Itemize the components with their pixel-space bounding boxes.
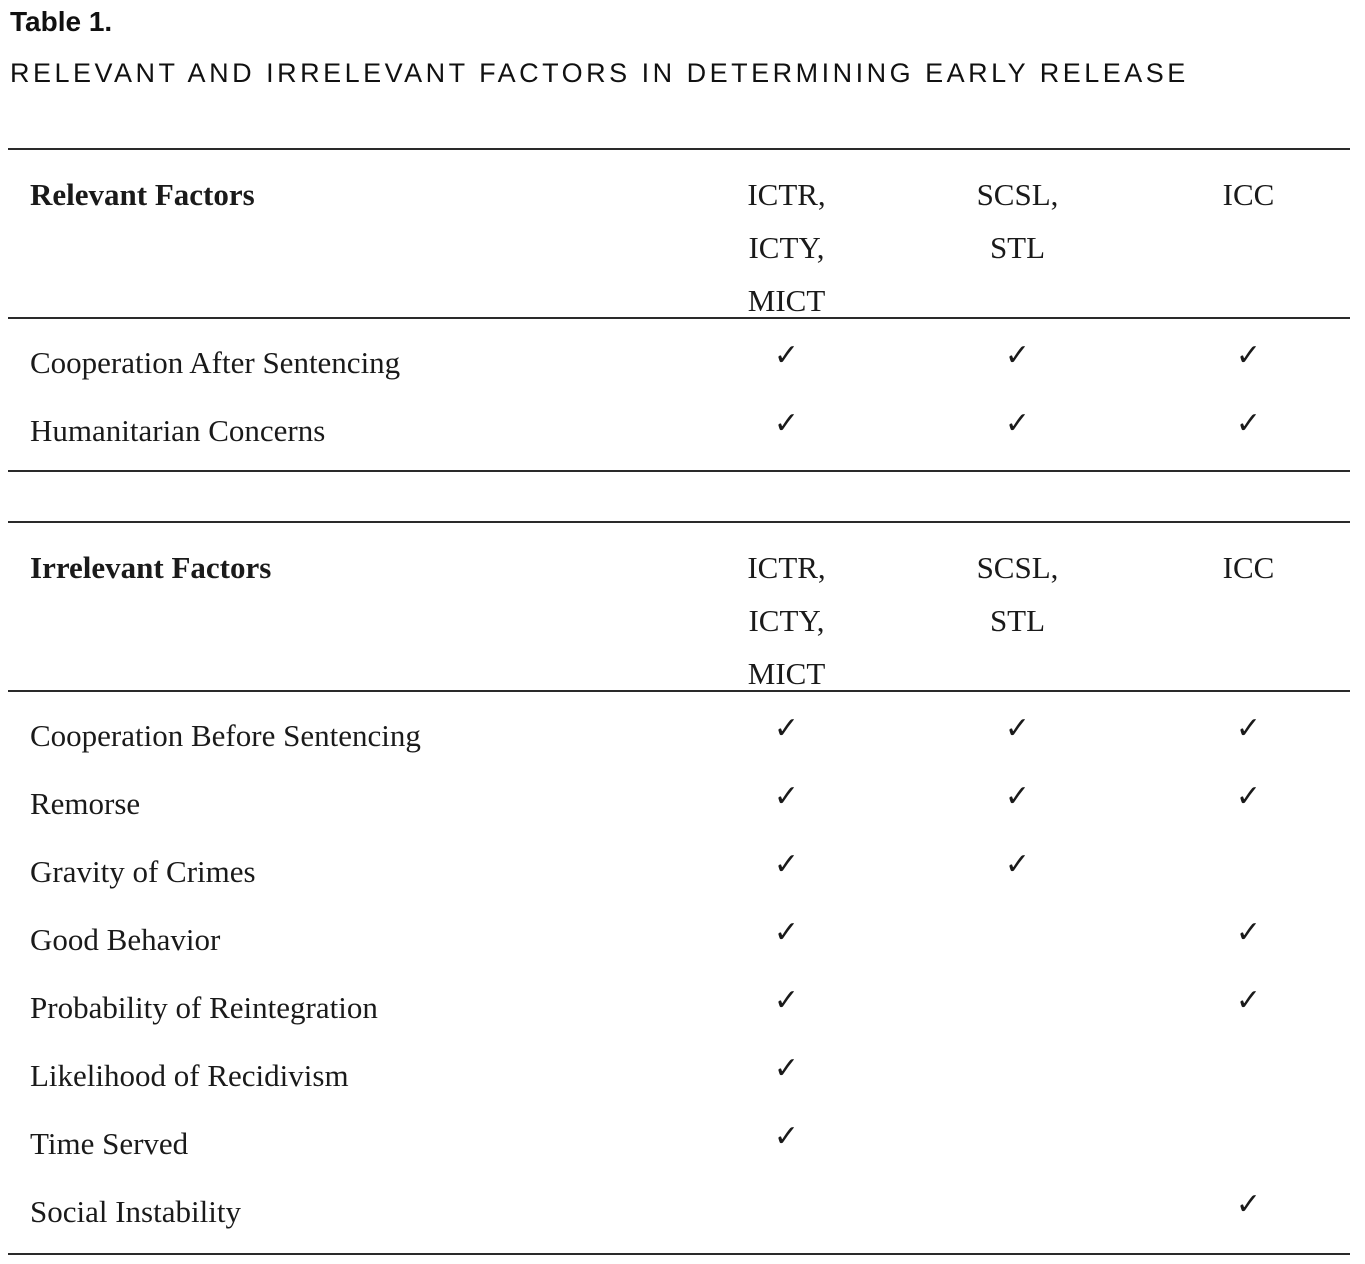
check-icon: ✓ <box>1004 338 1031 373</box>
check-icon: ✓ <box>773 983 800 1018</box>
header-mict: MICT <box>747 283 826 318</box>
check-icon: ✓ <box>773 711 800 746</box>
table-header: Irrelevant Factors ICTR, ICTY, MICT SCSL… <box>8 523 1350 691</box>
factor-label: Cooperation After Sentencing <box>30 345 401 380</box>
header-factors: Irrelevant Factors <box>30 550 272 585</box>
check-icon: ✓ <box>1004 847 1031 882</box>
table-rule-bottom <box>8 1253 1350 1255</box>
empty-cell <box>949 909 1086 915</box>
check-icon: ✓ <box>773 406 800 441</box>
table-rule-header <box>8 317 1350 319</box>
check-icon: ✓ <box>773 338 800 373</box>
check-icon: ✓ <box>1235 779 1262 814</box>
empty-cell <box>718 1181 855 1187</box>
header-stl: STL <box>989 603 1046 638</box>
check-icon: ✓ <box>1235 406 1262 441</box>
table-body: Cooperation Before Sentencing ✓ ✓ ✓ Remorse ✓… <box>8 692 1350 1253</box>
check-icon: ✓ <box>1235 915 1262 950</box>
header-ictr: ICTR, <box>747 177 826 212</box>
table-row: Probability of Reintegration ✓ ✓ <box>8 977 1350 1045</box>
header-ictr: ICTR, <box>747 550 826 585</box>
header-factors: Relevant Factors <box>30 177 255 212</box>
table-row: Social Instability ✓ <box>8 1181 1350 1249</box>
header-mict: MICT <box>747 656 826 691</box>
table-rule-bottom <box>8 470 1350 472</box>
table-label: Table 1. <box>10 6 113 37</box>
check-icon: ✓ <box>1235 983 1262 1018</box>
header-scsl-stl: SCSL, STL <box>949 150 1086 317</box>
factor-label: Humanitarian Concerns <box>30 413 326 448</box>
factor-label: Good Behavior <box>30 922 221 957</box>
table-row: Cooperation After Sentencing ✓ ✓ ✓ <box>8 332 1350 400</box>
empty-cell <box>1180 1113 1317 1119</box>
empty-cell <box>949 1181 1086 1187</box>
header-icty: ICTY, <box>748 230 825 265</box>
factor-label: Gravity of Crimes <box>30 854 256 889</box>
header-icc: ICC <box>1180 523 1317 690</box>
header-ictr-icty-mict: ICTR, ICTY, MICT <box>718 523 855 691</box>
empty-cell <box>1180 1045 1317 1051</box>
check-icon: ✓ <box>773 915 800 950</box>
check-icon: ✓ <box>1235 1187 1262 1222</box>
table-row: Gravity of Crimes ✓ ✓ <box>8 841 1350 909</box>
factor-label: Remorse <box>30 786 141 821</box>
header-ictr-icty-mict: ICTR, ICTY, MICT <box>718 150 855 318</box>
table-header: Relevant Factors ICTR, ICTY, MICT SCSL, … <box>8 150 1350 318</box>
header-icc-label: ICC <box>1222 177 1275 212</box>
check-icon: ✓ <box>773 779 800 814</box>
header-icty: ICTY, <box>748 603 825 638</box>
check-icon: ✓ <box>773 1051 800 1086</box>
check-icon: ✓ <box>1004 711 1031 746</box>
header-icc-label: ICC <box>1222 550 1275 585</box>
irrelevant-factors-table: Irrelevant Factors ICTR, ICTY, MICT SCSL… <box>8 521 1350 1255</box>
empty-cell <box>949 977 1086 983</box>
factor-label: Likelihood of Recidivism <box>30 1058 349 1093</box>
factor-label: Probability of Reintegration <box>30 990 378 1025</box>
check-icon: ✓ <box>773 1119 800 1154</box>
factor-label: Cooperation Before Sentencing <box>30 718 421 753</box>
header-scsl: SCSL, <box>976 550 1059 585</box>
header-scsl-stl: SCSL, STL <box>949 523 1086 690</box>
header-scsl: SCSL, <box>976 177 1059 212</box>
table-row: Remorse ✓ ✓ ✓ <box>8 773 1350 841</box>
table-row: Humanitarian Concerns ✓ ✓ ✓ <box>8 400 1350 468</box>
table-row: Cooperation Before Sentencing ✓ ✓ ✓ <box>8 705 1350 773</box>
table-row: Time Served ✓ <box>8 1113 1350 1181</box>
table-rule-header <box>8 690 1350 692</box>
table-body: Cooperation After Sentencing ✓ ✓ ✓ Humanitar… <box>8 319 1350 470</box>
table-rule-top <box>8 521 1350 523</box>
table-rule-top <box>8 148 1350 150</box>
header-icc: ICC <box>1180 150 1317 317</box>
empty-cell <box>949 1113 1086 1119</box>
check-icon: ✓ <box>1004 779 1031 814</box>
factor-label: Time Served <box>30 1126 189 1161</box>
empty-cell <box>949 1045 1086 1051</box>
table-title: RELEVANT AND IRRELEVANT FACTORS IN DETER… <box>10 58 1189 88</box>
factor-label: Social Instability <box>30 1194 241 1229</box>
table-row: Good Behavior ✓ ✓ <box>8 909 1350 977</box>
check-icon: ✓ <box>1235 711 1262 746</box>
header-stl: STL <box>989 230 1046 265</box>
check-icon: ✓ <box>1235 338 1262 373</box>
empty-cell <box>1180 841 1317 847</box>
check-icon: ✓ <box>773 847 800 882</box>
check-icon: ✓ <box>1004 406 1031 441</box>
relevant-factors-table: Relevant Factors ICTR, ICTY, MICT SCSL, … <box>8 148 1350 472</box>
table-row: Likelihood of Recidivism ✓ <box>8 1045 1350 1113</box>
